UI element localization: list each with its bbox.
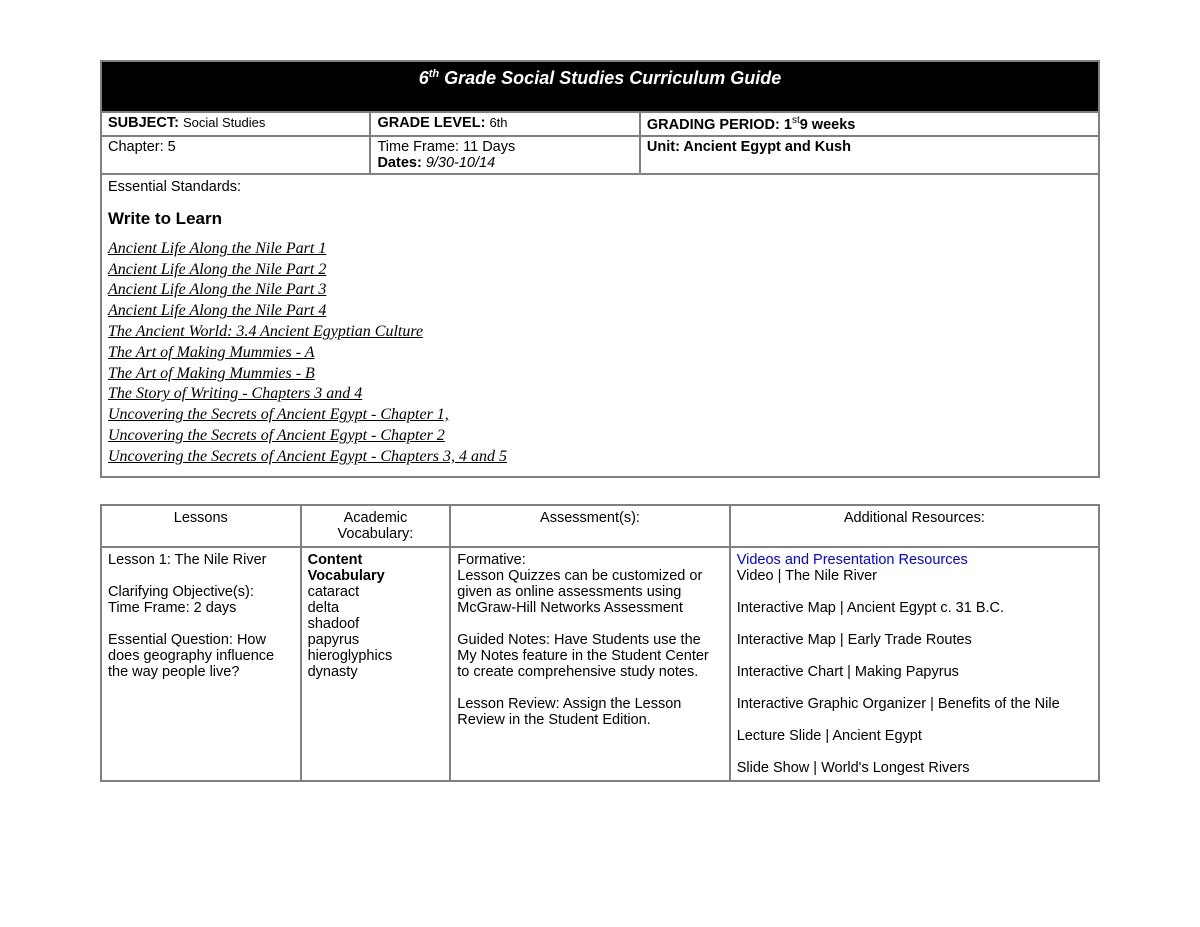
lesson-grid: Lessons Academic Vocabulary: Assessment(… — [100, 504, 1100, 782]
dates-label: Dates: — [377, 155, 425, 171]
resource-item: Lecture Slide | Ancient Egypt — [737, 728, 1092, 744]
page-title: 6th Grade Social Studies Curriculum Guid… — [100, 60, 1100, 111]
cell-resources: Videos and Presentation Resources Video … — [730, 547, 1099, 781]
title-rest: Grade Social Studies Curriculum Guide — [439, 68, 781, 88]
vocab-heading: Content Vocabulary — [308, 552, 444, 584]
grade-label: GRADE LEVEL: — [377, 115, 489, 131]
title-prefix: 6 — [419, 68, 429, 88]
resource-item: Interactive Map | Ancient Egypt c. 31 B.… — [737, 600, 1092, 616]
cell-assess: Formative: Lesson Quizzes can be customi… — [450, 547, 729, 781]
standards-link[interactable]: Ancient Life Along the Nile Part 3 — [108, 280, 1092, 301]
vocab-word: delta — [308, 600, 444, 616]
standards-link[interactable]: The Art of Making Mummies - B — [108, 364, 1092, 385]
vocab-word: shadoof — [308, 616, 444, 632]
title-sup: th — [429, 68, 439, 80]
lesson-eq: Essential Question: How does geography i… — [108, 632, 294, 680]
standards-link[interactable]: Uncovering the Secrets of Ancient Egypt … — [108, 426, 1092, 447]
unit-value: Unit: Ancient Egypt and Kush — [647, 139, 851, 155]
timeframe-value: Time Frame: 11 Days — [377, 139, 632, 155]
subject-value: Social Studies — [183, 115, 265, 130]
period-sup: st — [792, 115, 800, 126]
curriculum-guide: 6th Grade Social Studies Curriculum Guid… — [100, 60, 1100, 782]
col-header-resources: Additional Resources: — [730, 505, 1099, 547]
col-header-vocab: Academic Vocabulary: — [301, 505, 451, 547]
vocab-word: dynasty — [308, 664, 444, 680]
lesson-obj-label: Clarifying Objective(s): — [108, 584, 294, 600]
header-grid: SUBJECT: Social Studies GRADE LEVEL: 6th… — [100, 111, 1100, 175]
resource-item: Interactive Chart | Making Papyrus — [737, 664, 1092, 680]
period-label: GRADING PERIOD: — [647, 117, 784, 133]
vocab-word: hieroglyphics — [308, 648, 444, 664]
lesson-timeframe: Time Frame: 2 days — [108, 600, 294, 616]
assess-p3: Lesson Review: Assign the Lesson Review … — [457, 696, 722, 728]
resource-item: Video | The Nile River — [737, 568, 1092, 584]
standards-link[interactable]: Uncovering the Secrets of Ancient Egypt … — [108, 405, 1092, 426]
period-post: 9 weeks — [800, 117, 856, 133]
cell-lessons: Lesson 1: The Nile River Clarifying Obje… — [101, 547, 301, 781]
cell-vocab: Content Vocabulary cataract delta shadoo… — [301, 547, 451, 781]
assess-p2: Guided Notes: Have Students use the My N… — [457, 632, 722, 680]
standards-link[interactable]: The Art of Making Mummies - A — [108, 343, 1092, 364]
standards-link[interactable]: Ancient Life Along the Nile Part 2 — [108, 260, 1092, 281]
standards-label: Essential Standards: — [108, 179, 1092, 195]
resource-item: Interactive Graphic Organizer | Benefits… — [737, 696, 1092, 712]
lesson-title: Lesson 1: The Nile River — [108, 552, 294, 568]
vocab-word: cataract — [308, 584, 444, 600]
standards-box: Essential Standards: Write to Learn Anci… — [100, 175, 1100, 478]
resource-item: Slide Show | World's Longest Rivers — [737, 760, 1092, 776]
resources-link[interactable]: Videos and Presentation Resources — [737, 552, 968, 568]
table-row: Lesson 1: The Nile River Clarifying Obje… — [101, 547, 1099, 781]
period-pre: 1 — [784, 117, 792, 133]
standards-link[interactable]: Ancient Life Along the Nile Part 4 — [108, 301, 1092, 322]
subject-label: SUBJECT: — [108, 115, 183, 131]
vocab-word: papyrus — [308, 632, 444, 648]
dates-value: 9/30-10/14 — [426, 155, 495, 171]
assess-p1: Lesson Quizzes can be customized or give… — [457, 568, 722, 616]
standards-links: Ancient Life Along the Nile Part 1 Ancie… — [108, 239, 1092, 468]
resource-item: Interactive Map | Early Trade Routes — [737, 632, 1092, 648]
standards-link[interactable]: Ancient Life Along the Nile Part 1 — [108, 239, 1092, 260]
col-header-assess: Assessment(s): — [450, 505, 729, 547]
grade-value: 6th — [489, 115, 507, 130]
standards-link[interactable]: The Ancient World: 3.4 Ancient Egyptian … — [108, 322, 1092, 343]
standards-heading: Write to Learn — [108, 209, 1092, 229]
chapter-value: Chapter: 5 — [108, 139, 176, 155]
col-header-lessons: Lessons — [101, 505, 301, 547]
assess-formative: Formative: — [457, 552, 722, 568]
standards-link[interactable]: The Story of Writing - Chapters 3 and 4 — [108, 384, 1092, 405]
standards-link[interactable]: Uncovering the Secrets of Ancient Egypt … — [108, 447, 1092, 468]
